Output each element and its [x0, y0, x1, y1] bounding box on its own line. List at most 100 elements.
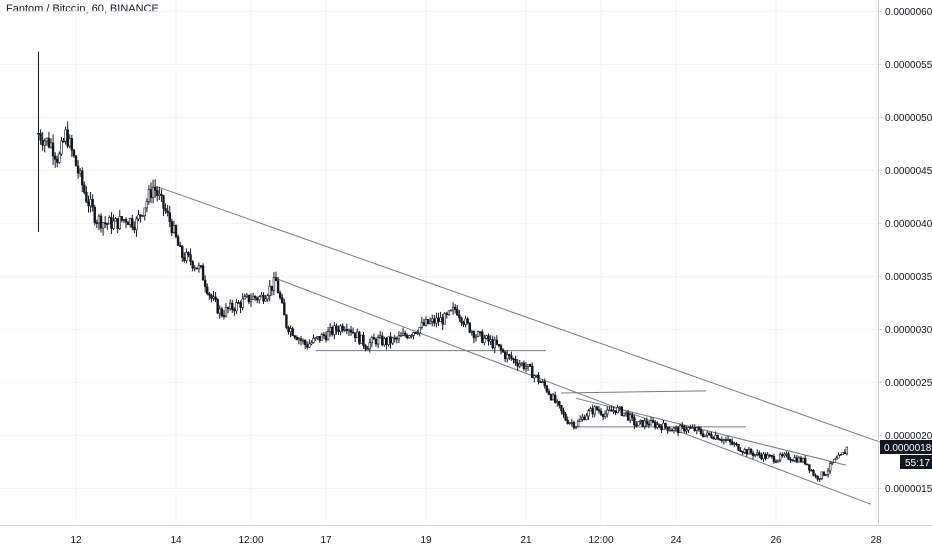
- candle-body: [726, 439, 730, 441]
- candle-body: [251, 295, 255, 300]
- candle-body: [270, 285, 274, 291]
- resistance-line[interactable]: [560, 390, 707, 394]
- candle-body: [524, 366, 528, 369]
- candle-body: [637, 421, 640, 426]
- candle-body: [266, 295, 269, 300]
- candle-body: [181, 245, 184, 258]
- candle-body: [639, 420, 642, 422]
- candle-body: [203, 279, 207, 288]
- candle-body: [347, 329, 351, 332]
- candle-body: [799, 457, 803, 463]
- candle-body: [806, 463, 809, 466]
- candle-body: [568, 422, 571, 424]
- candle-body: [358, 331, 361, 344]
- candle-body: [841, 452, 844, 455]
- candle-body: [466, 318, 469, 324]
- candle-body: [166, 210, 169, 213]
- candle-body: [766, 454, 769, 459]
- candle-body: [218, 308, 221, 314]
- candle-body: [206, 286, 209, 294]
- candle-body: [274, 277, 278, 282]
- candle-body: [495, 339, 499, 345]
- candle-body: [506, 354, 509, 359]
- candle-body: [399, 335, 403, 337]
- candle-body: [185, 252, 188, 261]
- candle-body: [345, 329, 349, 331]
- candle-body: [578, 418, 582, 422]
- candle-body: [722, 439, 726, 442]
- candle-body: [56, 158, 59, 163]
- candle-body: [301, 340, 305, 342]
- candle-body: [433, 318, 436, 324]
- candle-body: [585, 415, 588, 421]
- last-price-layer: 0.00000189 55:17: [880, 440, 932, 469]
- candle-body: [228, 302, 232, 310]
- candle-body: [414, 332, 417, 334]
- candle-body: [285, 314, 288, 328]
- candle-body: [610, 409, 613, 412]
- candle-body: [435, 317, 438, 324]
- lower-channel-line[interactable]: [275, 278, 872, 505]
- candle-body: [197, 265, 201, 270]
- candle-body: [666, 426, 669, 431]
- candle-body: [508, 354, 511, 357]
- time-tick-label: 12:00: [588, 535, 613, 546]
- candle-body: [428, 320, 432, 324]
- candle-body: [572, 422, 576, 428]
- candle-body: [418, 326, 421, 334]
- candle-body: [312, 338, 315, 343]
- candle-body: [581, 416, 584, 420]
- candle-body: [562, 410, 565, 415]
- candle-body: [89, 199, 92, 207]
- candle-body: [126, 221, 130, 225]
- candle-body: [541, 381, 544, 384]
- candle-body: [110, 217, 113, 229]
- candle-body: [260, 294, 263, 298]
- candle-body: [114, 218, 117, 222]
- candle-body: [574, 426, 578, 429]
- candle-body: [133, 226, 136, 231]
- candle-body: [303, 340, 307, 346]
- candle-body: [510, 355, 513, 360]
- candle-body: [664, 422, 667, 428]
- candle-body: [441, 317, 444, 325]
- candle-body: [262, 294, 265, 302]
- candle-body: [156, 190, 159, 196]
- candle-body: [603, 413, 607, 417]
- candle-body: [499, 345, 503, 351]
- candle-body: [587, 410, 590, 417]
- candle-body: [456, 309, 459, 316]
- candle-body: [341, 325, 344, 331]
- candle-body: [162, 195, 165, 209]
- candle-body: [624, 412, 628, 414]
- candle-body: [814, 475, 817, 477]
- candle-body: [410, 335, 413, 337]
- candle-body: [299, 338, 303, 341]
- candle-body: [378, 335, 382, 338]
- candle-body: [449, 309, 453, 312]
- candle-body: [676, 427, 680, 433]
- candle-body: [812, 470, 815, 476]
- candle-body: [649, 420, 653, 426]
- candle-body: [408, 335, 411, 339]
- candle-body: [195, 267, 199, 270]
- candle-body: [422, 322, 426, 326]
- candle-body: [689, 427, 692, 429]
- upper-trendline[interactable]: [155, 185, 892, 447]
- candle-body: [189, 254, 192, 262]
- candle-body: [503, 351, 507, 359]
- candle-body: [191, 261, 194, 269]
- candle-body: [170, 221, 174, 233]
- candle-body: [597, 409, 601, 412]
- candle-body: [420, 322, 424, 328]
- candle-body: [239, 302, 242, 308]
- time-labels-layer: 12 14 12:00 17 19 21 12:00 24 26 28: [70, 535, 882, 546]
- candle-body: [549, 394, 553, 401]
- candle-body: [747, 448, 751, 455]
